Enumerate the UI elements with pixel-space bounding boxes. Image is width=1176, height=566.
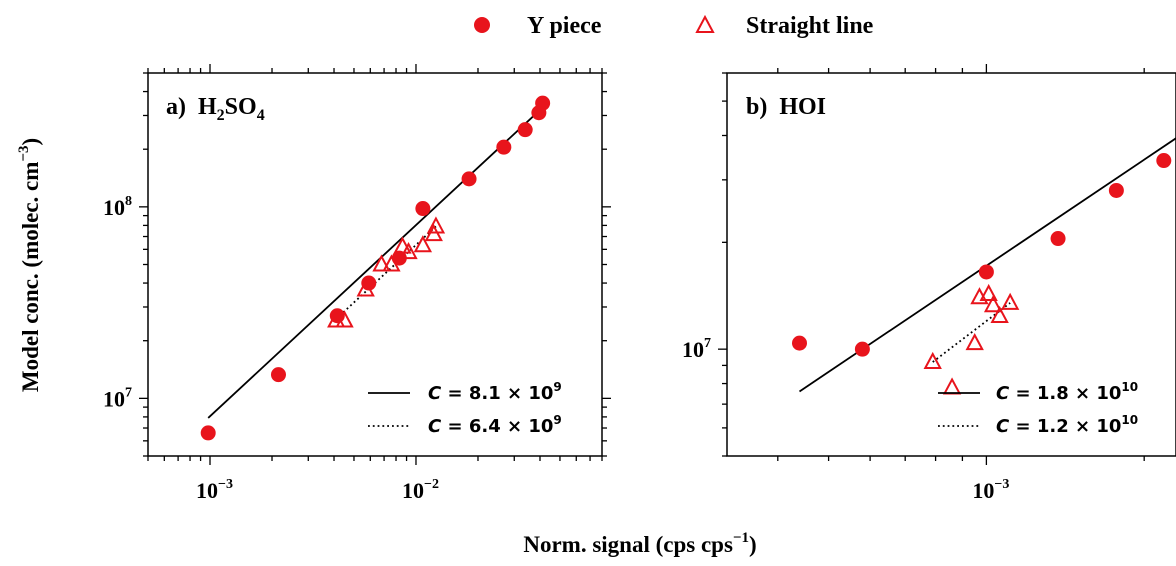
y-piece-point [792,336,807,351]
x-tick-label: 10−2 [402,477,439,503]
y-tick-label: 107 [103,385,132,411]
panel-b-letter: b) [746,94,767,120]
panel-a-legend-dotted-label: C = 6.4 × 109 [428,413,562,437]
panel-a-legend-solid-label: C = 8.1 × 109 [428,380,562,404]
panel-b-title: b) HOI [746,94,826,120]
panel-a-fit-lines [208,108,542,418]
y-piece-point [979,264,994,279]
straight-line-point [967,335,982,349]
legend-y-piece-label: Y piece [527,13,602,39]
y-axis-label: Model conc. (molec. cm−3) [16,138,43,392]
panel-a-title: a) H2SO4 [166,94,265,124]
panel-a-fit-legend: C = 8.1 × 109 C = 6.4 × 109 [368,380,562,437]
y-tick-label: 108 [103,194,132,220]
y-tick-label: 107 [682,336,711,362]
panel-b-legend-solid-label: C = 1.8 × 1010 [996,380,1138,404]
legend-straight-line-marker [697,17,713,32]
panel-a-species-sub1: 2 [217,107,225,124]
y-piece-point [1109,183,1124,198]
y-piece-point [415,201,430,216]
panel-a-ticks [139,64,611,465]
panel-a-species-sub2: 4 [257,107,265,124]
legend-straight-line-label: Straight line [746,13,874,39]
y-piece-point [855,342,870,357]
x-axis-label: Norm. signal (cps cps−1) [523,530,756,557]
panel-a-species-h: H [198,94,217,120]
straight-line-point [945,379,960,393]
y-piece-point [1156,153,1171,168]
fit-line-solid [208,108,542,418]
figure-legend: Y piece Straight line [474,13,874,39]
y-piece-point [535,96,550,111]
panel-b-ticks [718,64,1176,465]
x-tick-label: 10−3 [196,477,233,503]
y-piece-point [496,140,511,155]
panel-b-species: HOI [779,94,826,120]
y-piece-point [462,171,477,186]
straight-line-point [1003,295,1018,309]
panel-b-legend-dotted-label: C = 1.2 × 1010 [996,413,1138,437]
x-tick-label: 10−3 [972,477,1009,503]
y-piece-point [271,367,286,382]
y-piece-point [201,425,216,440]
y-piece-point [1051,231,1066,246]
panel-a-species-so: SO [225,94,257,120]
legend-y-piece-marker [474,17,490,33]
panel-b-points [792,102,1176,394]
panel-a-letter: a) [166,94,186,120]
y-piece-point [518,122,533,137]
panel-b-fit-legend: C = 1.8 × 1010 C = 1.2 × 1010 [938,380,1138,437]
